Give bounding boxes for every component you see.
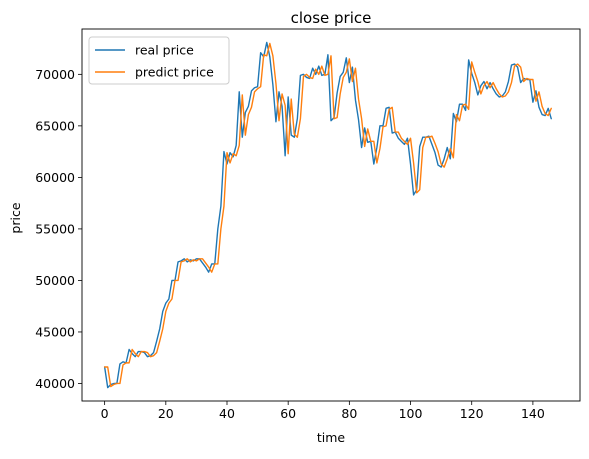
y-axis-ticks: 40000 45000 50000 55000 60000 65000 70000 [35,67,82,391]
y-tick-label: 55000 [35,221,75,236]
legend-label-predict: predict price [135,65,214,80]
predict-price-line [103,42,552,388]
real-price-line [103,41,552,389]
x-tick-label: 40 [219,406,235,421]
x-tick-label: 140 [521,406,545,421]
x-tick-label: 100 [399,406,423,421]
plot-frame [81,28,581,402]
x-tick-label: 20 [158,406,174,421]
y-tick-label: 65000 [35,118,75,133]
x-tick-label: 120 [460,406,484,421]
x-axis-ticks: 0 20 40 60 80 100 120 140 [101,401,545,421]
legend: real price predict price [88,36,230,85]
y-tick-label: 45000 [35,324,75,339]
y-tick-label: 60000 [35,170,75,185]
y-tick-label: 70000 [35,67,75,82]
x-tick-label: 60 [280,406,296,421]
x-axis-label: time [317,430,346,445]
chart-title: close price [291,9,372,27]
series-layer [103,41,552,389]
y-tick-label: 50000 [35,273,75,288]
x-tick-label: 80 [341,406,357,421]
legend-label-real: real price [135,43,194,58]
y-axis-label: price [8,202,23,233]
y-tick-label: 40000 [35,376,75,391]
x-tick-label: 0 [101,406,109,421]
